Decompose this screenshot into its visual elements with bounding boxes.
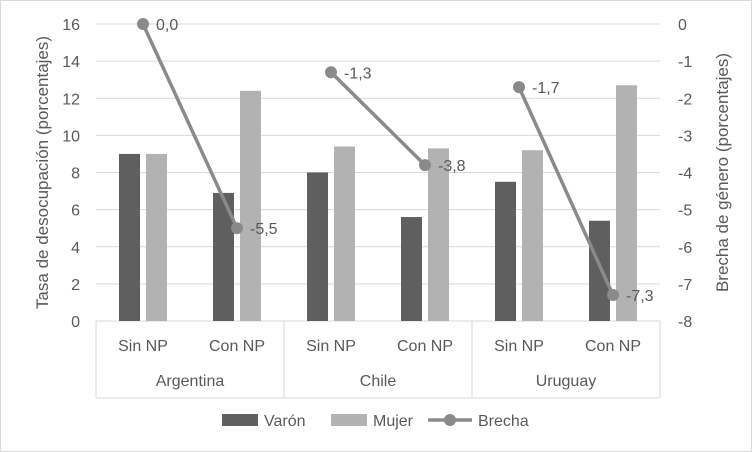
y-right-tick-label: -6 <box>678 240 692 257</box>
brecha-point <box>231 222 243 235</box>
group-label: Uruguay <box>536 373 596 390</box>
brecha-data-label: -7,3 <box>626 288 654 305</box>
y-right-tick-label: -4 <box>678 166 692 183</box>
category-label: Con NP <box>397 338 453 355</box>
y-tick-label: 14 <box>62 54 80 71</box>
legend-marker <box>444 414 456 426</box>
y-tick-label: 0 <box>71 314 80 331</box>
y-axis-title: Tasa de desocupación (porcentajes) <box>33 36 52 309</box>
brecha-data-label: -3,8 <box>438 158 466 175</box>
y-tick-label: 10 <box>62 128 80 145</box>
bar-varon <box>119 153 140 321</box>
bar-mujer <box>334 146 355 321</box>
y-tick-label: 16 <box>62 17 80 34</box>
legend-swatch-1 <box>331 414 367 426</box>
brecha-point <box>137 18 149 30</box>
brecha-point <box>607 289 619 302</box>
legend-swatch-0 <box>222 414 258 426</box>
bar-varon <box>307 172 328 321</box>
brecha-data-label: -1,3 <box>344 65 372 82</box>
brecha-line-segment <box>141 23 239 229</box>
group-label: Chile <box>360 373 397 390</box>
bar-mujer <box>146 153 167 321</box>
bar-varon <box>401 217 422 321</box>
y-tick-label: 12 <box>62 91 80 108</box>
y-right-tick-label: -7 <box>678 277 692 294</box>
y-tick-label: 6 <box>71 203 80 220</box>
category-label: Con NP <box>585 338 641 355</box>
bar-varon <box>213 192 234 321</box>
brecha-point <box>513 81 525 94</box>
y-tick-label: 8 <box>71 166 80 183</box>
y-tick-label: 4 <box>71 240 80 257</box>
brecha-data-label: 0,0 <box>156 17 178 34</box>
bar-mujer <box>428 148 449 321</box>
category-label: Sin NP <box>494 338 544 355</box>
brecha-line-segment <box>517 86 615 296</box>
brecha-point <box>325 66 337 79</box>
bar-varon <box>495 181 516 321</box>
category-label: Sin NP <box>306 338 356 355</box>
y-right-tick-label: -3 <box>678 128 692 145</box>
brecha-line-segment <box>329 71 427 167</box>
y-right-axis-title: Brecha de género (porcentajes) <box>713 53 732 292</box>
legend-label: Varón <box>264 413 306 430</box>
brecha-data-label: -5,5 <box>250 221 278 238</box>
group-label: Argentina <box>156 373 225 390</box>
y-right-tick-label: -1 <box>678 54 692 71</box>
brecha-point <box>419 159 431 172</box>
bar-mujer <box>522 150 543 321</box>
brecha-data-label: -1,7 <box>532 80 560 97</box>
bar-mujer <box>240 90 261 321</box>
legend-label: Brecha <box>478 413 529 430</box>
category-label: Sin NP <box>118 338 168 355</box>
y-right-tick-label: 0 <box>678 17 687 34</box>
y-right-tick-label: -2 <box>678 91 692 108</box>
category-label: Con NP <box>209 338 265 355</box>
y-right-tick-label: -8 <box>678 314 692 331</box>
legend-label: Mujer <box>373 413 414 430</box>
bar-varon <box>589 220 610 321</box>
y-tick-label: 2 <box>71 277 80 294</box>
y-right-tick-label: -5 <box>678 203 692 220</box>
bar-mujer <box>616 85 637 321</box>
